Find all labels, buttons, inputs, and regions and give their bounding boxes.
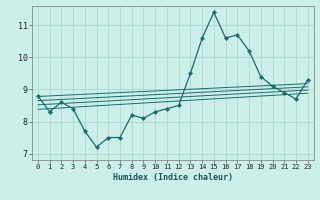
X-axis label: Humidex (Indice chaleur): Humidex (Indice chaleur) (113, 173, 233, 182)
